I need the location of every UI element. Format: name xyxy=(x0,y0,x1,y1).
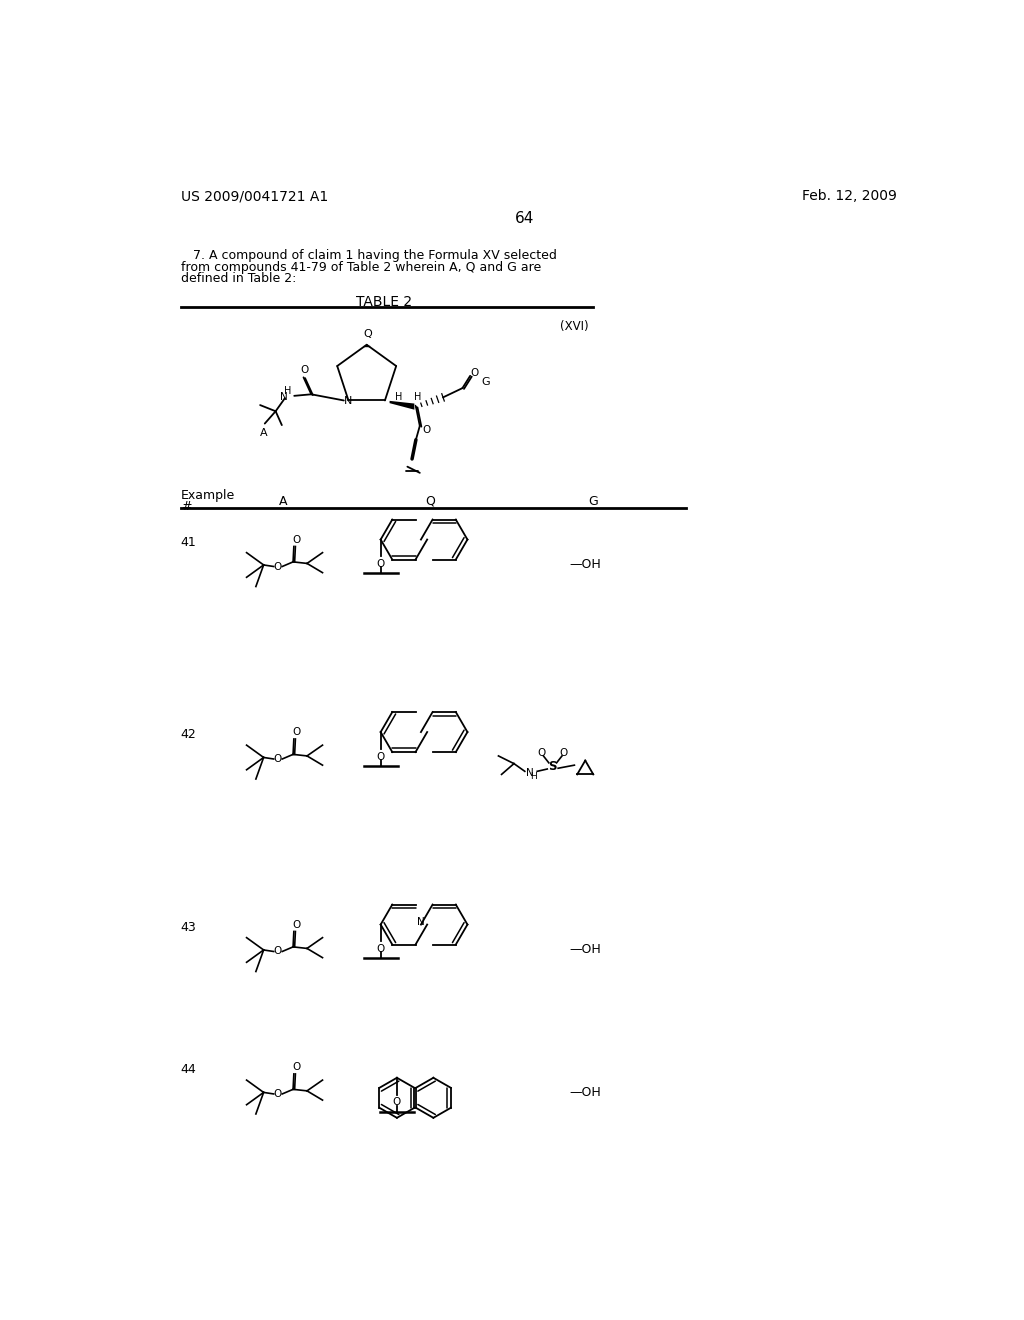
Text: H: H xyxy=(395,392,402,403)
Text: (XVI): (XVI) xyxy=(560,321,589,333)
Text: 42: 42 xyxy=(180,729,197,742)
Text: O: O xyxy=(273,946,282,957)
Text: O: O xyxy=(300,366,308,375)
Text: O: O xyxy=(377,751,385,762)
Text: 7. A compound of claim 1 having the Formula XV selected: 7. A compound of claim 1 having the Form… xyxy=(180,249,557,263)
Text: US 2009/0041721 A1: US 2009/0041721 A1 xyxy=(180,189,328,203)
Text: TABLE 2: TABLE 2 xyxy=(355,296,412,309)
Text: Q: Q xyxy=(364,329,373,339)
Text: 64: 64 xyxy=(515,211,535,226)
Text: O: O xyxy=(559,748,567,758)
Text: —OH: —OH xyxy=(569,944,601,957)
Text: —OH: —OH xyxy=(569,1086,601,1100)
Text: A: A xyxy=(259,428,267,438)
Text: Feb. 12, 2009: Feb. 12, 2009 xyxy=(802,189,897,203)
Text: O: O xyxy=(470,368,478,378)
Text: N: N xyxy=(344,396,352,407)
Text: S: S xyxy=(549,760,557,774)
Text: G: G xyxy=(481,378,489,387)
Polygon shape xyxy=(389,401,415,409)
Text: G: G xyxy=(588,495,598,508)
Text: 44: 44 xyxy=(180,1063,197,1076)
Text: H: H xyxy=(414,392,421,403)
Text: O: O xyxy=(423,425,431,434)
Text: Example: Example xyxy=(180,490,234,503)
Text: Q: Q xyxy=(425,495,435,508)
Text: O: O xyxy=(292,535,300,545)
Text: from compounds 41-79 of Table 2 wherein A, Q and G are: from compounds 41-79 of Table 2 wherein … xyxy=(180,261,541,273)
Text: O: O xyxy=(273,561,282,572)
Text: O: O xyxy=(377,560,385,569)
Text: O: O xyxy=(393,1097,401,1107)
Text: O: O xyxy=(273,1089,282,1100)
Text: #: # xyxy=(180,500,191,513)
Text: defined in Table 2:: defined in Table 2: xyxy=(180,272,296,285)
Text: O: O xyxy=(273,754,282,764)
Text: H: H xyxy=(285,387,292,396)
Text: O: O xyxy=(377,944,385,954)
Text: O: O xyxy=(292,920,300,929)
Text: H: H xyxy=(530,772,537,781)
Text: 43: 43 xyxy=(180,921,197,933)
Text: N: N xyxy=(417,917,425,927)
Text: O: O xyxy=(292,727,300,737)
Text: N: N xyxy=(280,392,288,401)
Text: 41: 41 xyxy=(180,536,197,549)
Text: N: N xyxy=(525,768,534,777)
Text: A: A xyxy=(279,495,288,508)
Text: O: O xyxy=(538,748,546,758)
Text: O: O xyxy=(292,1063,300,1072)
Text: —OH: —OH xyxy=(569,558,601,572)
